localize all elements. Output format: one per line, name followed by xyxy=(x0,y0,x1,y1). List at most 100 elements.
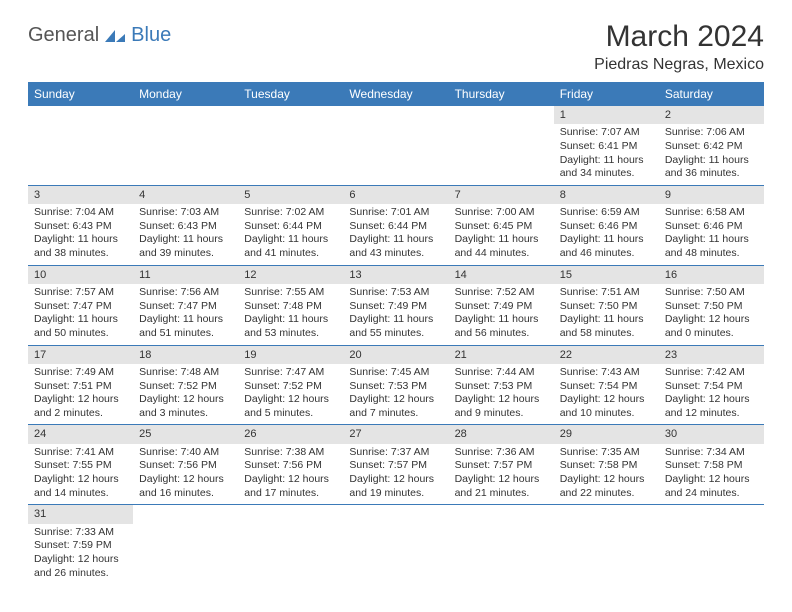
daylight-line1: Daylight: 12 hours xyxy=(560,393,653,407)
daylight-line2: and 3 minutes. xyxy=(139,407,232,421)
calendar-day-cell xyxy=(238,505,343,584)
calendar-day-cell: 16Sunrise: 7:50 AMSunset: 7:50 PMDayligh… xyxy=(659,265,764,345)
sunrise-text: Sunrise: 7:50 AM xyxy=(665,286,758,300)
calendar-day-cell xyxy=(133,505,238,584)
sunrise-text: Sunrise: 7:00 AM xyxy=(455,206,548,220)
day-number: 16 xyxy=(659,266,764,284)
sunrise-text: Sunrise: 7:33 AM xyxy=(34,526,127,540)
logo: General Blue xyxy=(28,24,171,47)
sunrise-text: Sunrise: 7:45 AM xyxy=(349,366,442,380)
day-body: Sunrise: 7:55 AMSunset: 7:48 PMDaylight:… xyxy=(238,284,343,345)
day-body: Sunrise: 7:48 AMSunset: 7:52 PMDaylight:… xyxy=(133,364,238,425)
calendar-day-cell: 23Sunrise: 7:42 AMSunset: 7:54 PMDayligh… xyxy=(659,345,764,425)
sunrise-text: Sunrise: 7:43 AM xyxy=(560,366,653,380)
sunset-text: Sunset: 7:54 PM xyxy=(665,380,758,394)
day-number: 8 xyxy=(554,186,659,204)
day-body: Sunrise: 7:35 AMSunset: 7:58 PMDaylight:… xyxy=(554,444,659,505)
day-body: Sunrise: 6:59 AMSunset: 6:46 PMDaylight:… xyxy=(554,204,659,265)
sunrise-text: Sunrise: 7:57 AM xyxy=(34,286,127,300)
daylight-line2: and 50 minutes. xyxy=(34,327,127,341)
weekday-header: Wednesday xyxy=(343,82,448,106)
sunset-text: Sunset: 7:47 PM xyxy=(139,300,232,314)
weekday-header: Sunday xyxy=(28,82,133,106)
calendar-day-cell xyxy=(238,106,343,185)
day-body: Sunrise: 7:49 AMSunset: 7:51 PMDaylight:… xyxy=(28,364,133,425)
calendar-day-cell: 28Sunrise: 7:36 AMSunset: 7:57 PMDayligh… xyxy=(449,425,554,505)
daylight-line2: and 34 minutes. xyxy=(560,167,653,181)
calendar-day-cell: 5Sunrise: 7:02 AMSunset: 6:44 PMDaylight… xyxy=(238,185,343,265)
calendar-week-row: 3Sunrise: 7:04 AMSunset: 6:43 PMDaylight… xyxy=(28,185,764,265)
calendar-day-cell xyxy=(659,505,764,584)
calendar-day-cell xyxy=(554,505,659,584)
day-number: 12 xyxy=(238,266,343,284)
daylight-line2: and 36 minutes. xyxy=(665,167,758,181)
daylight-line2: and 53 minutes. xyxy=(244,327,337,341)
calendar-day-cell: 6Sunrise: 7:01 AMSunset: 6:44 PMDaylight… xyxy=(343,185,448,265)
calendar-day-cell: 4Sunrise: 7:03 AMSunset: 6:43 PMDaylight… xyxy=(133,185,238,265)
daylight-line2: and 14 minutes. xyxy=(34,487,127,501)
calendar-day-cell: 31Sunrise: 7:33 AMSunset: 7:59 PMDayligh… xyxy=(28,505,133,584)
day-body: Sunrise: 7:06 AMSunset: 6:42 PMDaylight:… xyxy=(659,124,764,185)
daylight-line2: and 19 minutes. xyxy=(349,487,442,501)
sunset-text: Sunset: 6:43 PM xyxy=(34,220,127,234)
sunrise-text: Sunrise: 7:47 AM xyxy=(244,366,337,380)
daylight-line1: Daylight: 12 hours xyxy=(34,393,127,407)
day-number: 31 xyxy=(28,505,133,523)
daylight-line1: Daylight: 12 hours xyxy=(665,393,758,407)
daylight-line1: Daylight: 12 hours xyxy=(455,393,548,407)
calendar-day-cell: 19Sunrise: 7:47 AMSunset: 7:52 PMDayligh… xyxy=(238,345,343,425)
sunrise-text: Sunrise: 7:44 AM xyxy=(455,366,548,380)
daylight-line2: and 43 minutes. xyxy=(349,247,442,261)
daylight-line1: Daylight: 11 hours xyxy=(34,233,127,247)
sunrise-text: Sunrise: 7:49 AM xyxy=(34,366,127,380)
daylight-line1: Daylight: 11 hours xyxy=(665,233,758,247)
sunset-text: Sunset: 6:44 PM xyxy=(244,220,337,234)
sunset-text: Sunset: 7:57 PM xyxy=(455,459,548,473)
sunset-text: Sunset: 7:47 PM xyxy=(34,300,127,314)
sunrise-text: Sunrise: 7:51 AM xyxy=(560,286,653,300)
calendar-week-row: 17Sunrise: 7:49 AMSunset: 7:51 PMDayligh… xyxy=(28,345,764,425)
day-body: Sunrise: 7:04 AMSunset: 6:43 PMDaylight:… xyxy=(28,204,133,265)
day-number: 3 xyxy=(28,186,133,204)
calendar-day-cell: 12Sunrise: 7:55 AMSunset: 7:48 PMDayligh… xyxy=(238,265,343,345)
day-body: Sunrise: 7:41 AMSunset: 7:55 PMDaylight:… xyxy=(28,444,133,505)
sunrise-text: Sunrise: 7:02 AM xyxy=(244,206,337,220)
daylight-line1: Daylight: 11 hours xyxy=(455,313,548,327)
day-body: Sunrise: 7:02 AMSunset: 6:44 PMDaylight:… xyxy=(238,204,343,265)
daylight-line1: Daylight: 12 hours xyxy=(349,473,442,487)
calendar-day-cell: 20Sunrise: 7:45 AMSunset: 7:53 PMDayligh… xyxy=(343,345,448,425)
day-body: Sunrise: 7:03 AMSunset: 6:43 PMDaylight:… xyxy=(133,204,238,265)
day-body: Sunrise: 7:34 AMSunset: 7:58 PMDaylight:… xyxy=(659,444,764,505)
daylight-line2: and 2 minutes. xyxy=(34,407,127,421)
day-number: 17 xyxy=(28,346,133,364)
day-number: 19 xyxy=(238,346,343,364)
day-number: 10 xyxy=(28,266,133,284)
daylight-line1: Daylight: 12 hours xyxy=(455,473,548,487)
day-body: Sunrise: 7:47 AMSunset: 7:52 PMDaylight:… xyxy=(238,364,343,425)
sunset-text: Sunset: 6:45 PM xyxy=(455,220,548,234)
sunrise-text: Sunrise: 7:38 AM xyxy=(244,446,337,460)
daylight-line2: and 39 minutes. xyxy=(139,247,232,261)
daylight-line2: and 44 minutes. xyxy=(455,247,548,261)
calendar-body: 1Sunrise: 7:07 AMSunset: 6:41 PMDaylight… xyxy=(28,106,764,584)
daylight-line2: and 51 minutes. xyxy=(139,327,232,341)
sunrise-text: Sunrise: 7:41 AM xyxy=(34,446,127,460)
calendar-day-cell: 3Sunrise: 7:04 AMSunset: 6:43 PMDaylight… xyxy=(28,185,133,265)
sunrise-text: Sunrise: 7:48 AM xyxy=(139,366,232,380)
sunrise-text: Sunrise: 6:58 AM xyxy=(665,206,758,220)
daylight-line1: Daylight: 11 hours xyxy=(455,233,548,247)
calendar-day-cell: 11Sunrise: 7:56 AMSunset: 7:47 PMDayligh… xyxy=(133,265,238,345)
day-number: 27 xyxy=(343,425,448,443)
daylight-line1: Daylight: 12 hours xyxy=(139,393,232,407)
calendar-week-row: 24Sunrise: 7:41 AMSunset: 7:55 PMDayligh… xyxy=(28,425,764,505)
daylight-line2: and 46 minutes. xyxy=(560,247,653,261)
calendar-day-cell xyxy=(449,106,554,185)
daylight-line1: Daylight: 11 hours xyxy=(139,313,232,327)
calendar-day-cell xyxy=(133,106,238,185)
day-body: Sunrise: 7:42 AMSunset: 7:54 PMDaylight:… xyxy=(659,364,764,425)
daylight-line1: Daylight: 11 hours xyxy=(349,233,442,247)
calendar-day-cell: 30Sunrise: 7:34 AMSunset: 7:58 PMDayligh… xyxy=(659,425,764,505)
calendar-day-cell: 9Sunrise: 6:58 AMSunset: 6:46 PMDaylight… xyxy=(659,185,764,265)
sunrise-text: Sunrise: 7:07 AM xyxy=(560,126,653,140)
calendar-day-cell: 26Sunrise: 7:38 AMSunset: 7:56 PMDayligh… xyxy=(238,425,343,505)
